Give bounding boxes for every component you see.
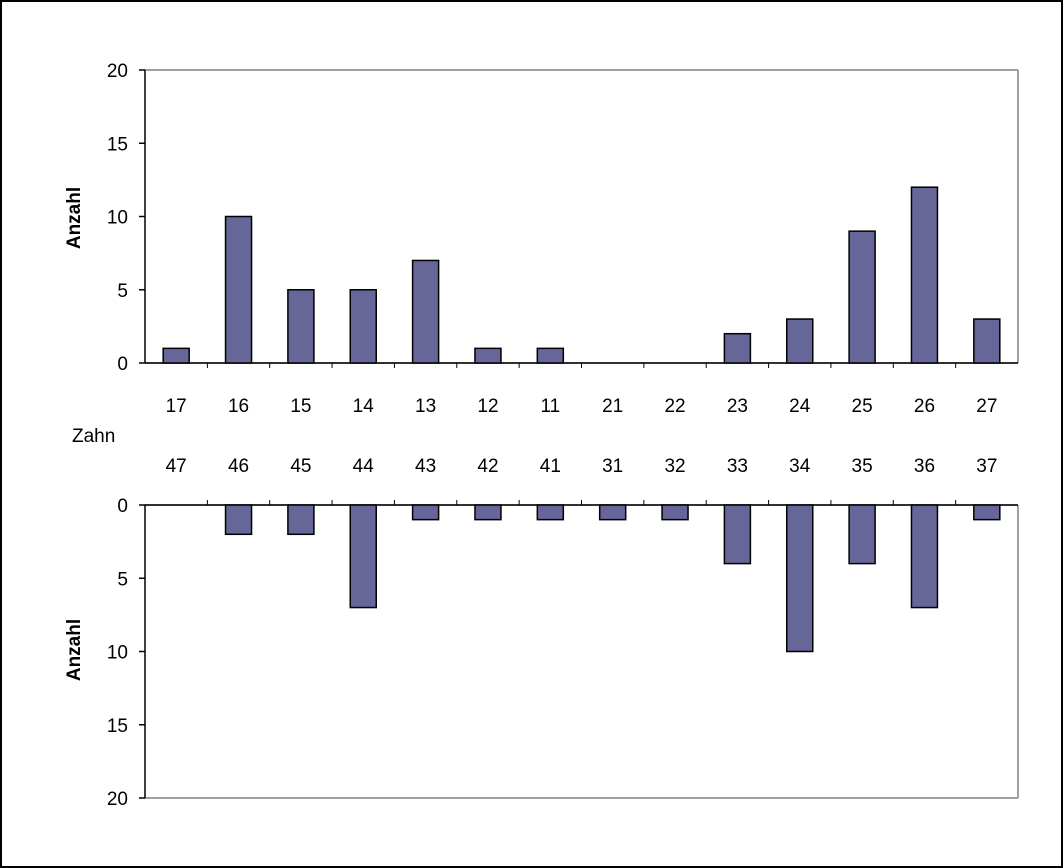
lower-bar-31 bbox=[598, 504, 627, 521]
upper-bar-27 bbox=[973, 318, 1001, 364]
upper-bar-13 bbox=[411, 259, 440, 364]
lower-x-tick-label: 32 bbox=[664, 456, 685, 477]
lower-x-tick-label: 43 bbox=[415, 456, 436, 477]
lower-y-tick-label: 10 bbox=[107, 643, 128, 664]
upper-x-tick-label: 25 bbox=[852, 396, 873, 417]
upper-bar-15 bbox=[287, 289, 315, 364]
upper-bar-11 bbox=[536, 347, 565, 364]
lower-y-axis-title: Anzahl bbox=[64, 619, 85, 681]
lower-bar-46 bbox=[224, 504, 253, 536]
upper-bar-chart: 0 5 10 15 20 17 16 15 14 13 12 11 21 22 23 24 25 26 27 Anza… bbox=[64, 61, 1019, 417]
upper-y-tick-label: 10 bbox=[107, 208, 128, 229]
lower-bar-37 bbox=[973, 504, 1001, 521]
upper-x-tick-label: 11 bbox=[540, 396, 560, 417]
shared-x-axis-title: Zahn bbox=[72, 426, 115, 447]
lower-bar-34 bbox=[786, 504, 814, 653]
lower-bar-32 bbox=[661, 504, 689, 521]
upper-x-tick-label: 27 bbox=[976, 396, 997, 417]
lower-x-tick-label: 37 bbox=[976, 456, 997, 477]
lower-bar-36 bbox=[910, 504, 939, 609]
lower-x-tick-label: 45 bbox=[290, 456, 311, 477]
upper-x-tick-label: 13 bbox=[415, 396, 436, 417]
upper-x-tick-label: 16 bbox=[228, 396, 249, 417]
lower-bar-45 bbox=[287, 504, 315, 536]
upper-bar-17 bbox=[162, 347, 190, 364]
lower-bar-42 bbox=[474, 504, 502, 521]
lower-y-tick-label: 20 bbox=[107, 789, 128, 810]
lower-x-tick-label: 44 bbox=[353, 456, 375, 477]
upper-y-tick-label: 15 bbox=[107, 134, 128, 155]
lower-x-tick-label: 33 bbox=[727, 456, 748, 477]
lower-x-tick-label: 34 bbox=[789, 456, 811, 477]
upper-y-tick-label: 5 bbox=[117, 281, 128, 302]
upper-bar-23 bbox=[723, 332, 752, 364]
lower-x-tick-label: 47 bbox=[166, 456, 187, 477]
lower-bar-33 bbox=[723, 504, 752, 565]
lower-y-tick-label: 5 bbox=[117, 569, 128, 590]
lower-bar-44 bbox=[349, 504, 377, 609]
lower-y-tick-label: 0 bbox=[117, 496, 128, 517]
upper-x-tick-label: 22 bbox=[664, 396, 685, 417]
upper-y-tick-label: 0 bbox=[117, 354, 128, 375]
upper-bar-24 bbox=[786, 318, 814, 364]
lower-x-tick-label: 41 bbox=[540, 456, 561, 477]
upper-x-tick-label: 15 bbox=[290, 396, 311, 417]
lower-bar-41 bbox=[536, 504, 565, 521]
upper-y-axis-title: Anzahl bbox=[64, 187, 85, 249]
lower-x-tick-label: 35 bbox=[852, 456, 873, 477]
lower-x-tick-label: 42 bbox=[477, 456, 498, 477]
upper-bar-16 bbox=[224, 215, 253, 364]
lower-bar-35 bbox=[848, 504, 876, 565]
upper-bar-25 bbox=[848, 230, 876, 364]
lower-bar-43 bbox=[411, 504, 440, 521]
lower-bar-chart: 0 5 10 15 20 47 46 45 44 43 42 41 31 32 33 34 35 36 37 Anza… bbox=[64, 456, 1019, 810]
lower-x-tick-label: 36 bbox=[914, 456, 935, 477]
lower-y-tick-label: 15 bbox=[107, 716, 128, 737]
upper-bar-12 bbox=[474, 347, 502, 364]
upper-bar-26 bbox=[910, 186, 939, 364]
upper-y-tick-label: 20 bbox=[107, 61, 128, 82]
upper-x-tick-label: 23 bbox=[727, 396, 748, 417]
upper-x-tick-label: 21 bbox=[602, 396, 623, 417]
upper-x-tick-label: 17 bbox=[166, 396, 187, 417]
upper-x-tick-label: 14 bbox=[353, 396, 375, 417]
upper-x-tick-label: 24 bbox=[789, 396, 811, 417]
upper-x-tick-label: 12 bbox=[477, 396, 498, 417]
upper-x-tick-label: 26 bbox=[914, 396, 935, 417]
lower-x-tick-label: 31 bbox=[602, 456, 623, 477]
lower-x-tick-label: 46 bbox=[228, 456, 249, 477]
upper-bar-14 bbox=[349, 289, 377, 364]
